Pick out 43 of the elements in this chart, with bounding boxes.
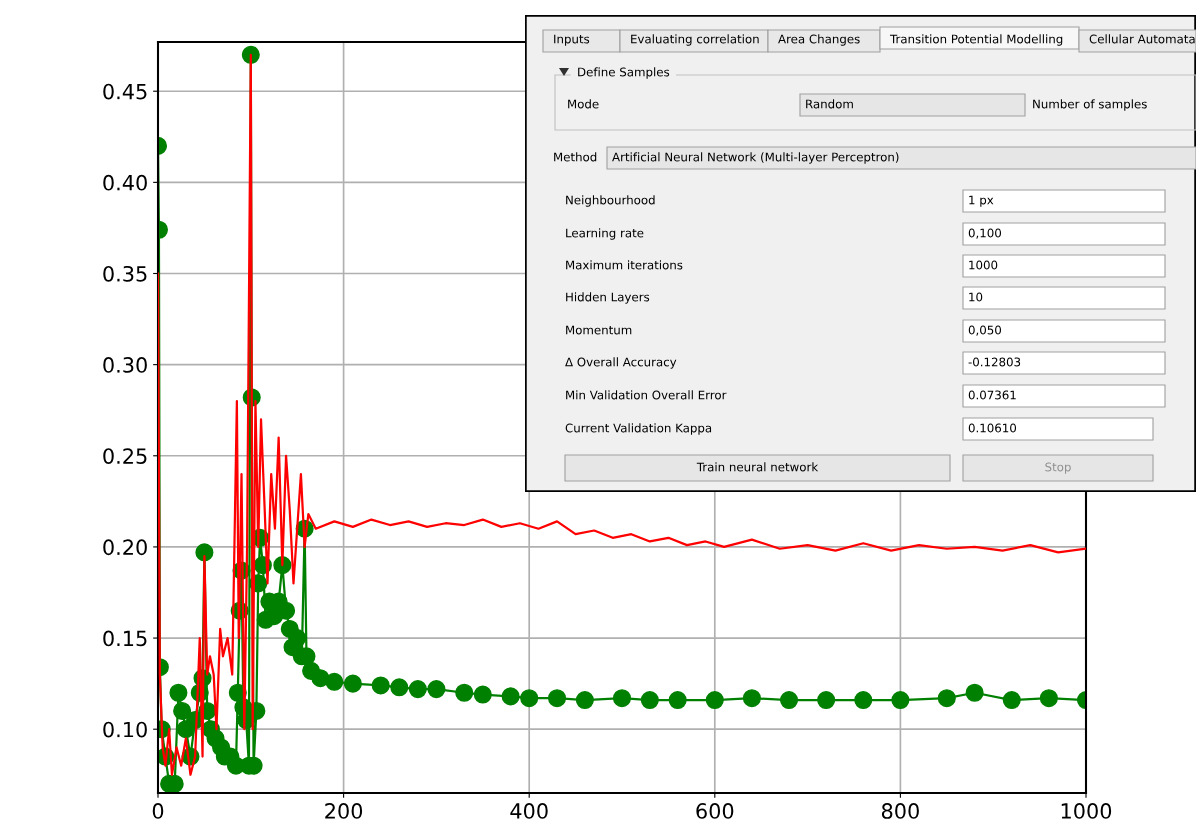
x-tick-label: 0 [152, 803, 164, 819]
annotation: Mode [568, 99, 599, 109]
annotation: Δ Overall Accuracy [565, 357, 677, 369]
annotation: Number of samples [1033, 99, 1147, 111]
y-tick-label: 0.20 [103, 539, 147, 556]
x-tick-label: 1000 [1061, 803, 1112, 819]
annotation: Min Validation Overall Error [566, 390, 727, 400]
y-tick-label: 0.25 [103, 448, 147, 464]
annotation: 1 px [969, 195, 994, 207]
annotation: 1000 [969, 260, 998, 270]
annotation: Inputs [554, 34, 590, 46]
annotation: Neighbourhood [566, 195, 655, 207]
annotation: Random [806, 99, 853, 109]
annotation: Transition Potential Modelling [889, 34, 1063, 46]
x-tick-label: 400 [510, 803, 548, 819]
annotation: 0.10610 [968, 423, 1017, 433]
y-tick-label: 0.15 [103, 630, 147, 647]
annotation: 10 [969, 292, 983, 302]
x-tick-label: 800 [881, 803, 919, 819]
annotation: Maximum iterations [566, 260, 683, 270]
annotation: Current Validation Kappa [565, 423, 712, 435]
annotation: Hidden Layers [566, 292, 650, 304]
y-tick-label: 0.30 [103, 357, 147, 373]
y-tick-label: 0.35 [103, 265, 147, 282]
annotation: 0,100 [968, 228, 1002, 239]
annotation: Train neural network [696, 462, 819, 472]
x-tick-label: 200 [325, 803, 363, 819]
annotation: Momentum [566, 325, 632, 335]
annotation: 0.07361 [968, 390, 1016, 400]
annotation: Evaluating correlation [631, 34, 759, 46]
y-tick-label: 0.45 [103, 83, 147, 100]
annotation: -0.12803 [968, 357, 1021, 367]
annotation: 0,050 [968, 325, 1002, 336]
y-tick-label: 0.40 [103, 174, 147, 191]
annotation: Stop [1045, 462, 1071, 474]
annotation: Define Samples [578, 67, 670, 79]
annotation: Area Changes [778, 34, 860, 46]
y-tick-label: 0.10 [103, 721, 147, 738]
annotation: Artificial Neural Network (Multi-layer Perceptron) [612, 152, 899, 164]
annotation: Method [554, 152, 597, 162]
annotation: Learning rate [566, 228, 644, 240]
text: Cellular Automata [1089, 34, 1195, 44]
x-tick-label: 600 [696, 803, 734, 819]
